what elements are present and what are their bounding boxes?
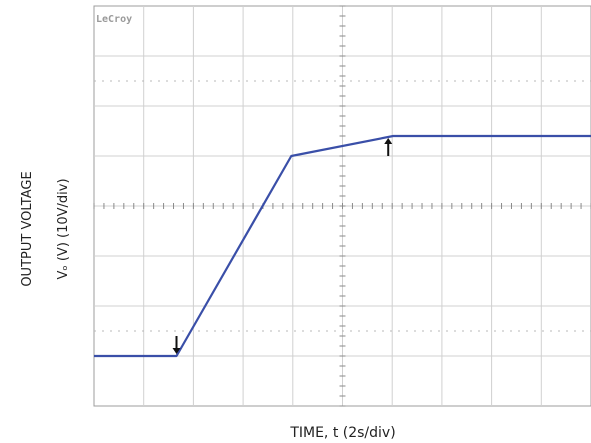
instrument-brand-label: LeCroy: [96, 14, 132, 25]
grid: [93, 5, 591, 407]
y-axis-label-line1: OUTPUT VOLTAGE: [20, 171, 35, 286]
annotation-layer: [172, 138, 393, 354]
y-axis-label-line2: Vₒ (V) (10V/div): [56, 178, 71, 279]
arrow-up-head-icon: [384, 138, 393, 144]
trace-layer: [93, 134, 591, 358]
x-axis-label: TIME, t (2s/div): [289, 425, 395, 441]
arrow-down-head-icon: [172, 348, 181, 354]
